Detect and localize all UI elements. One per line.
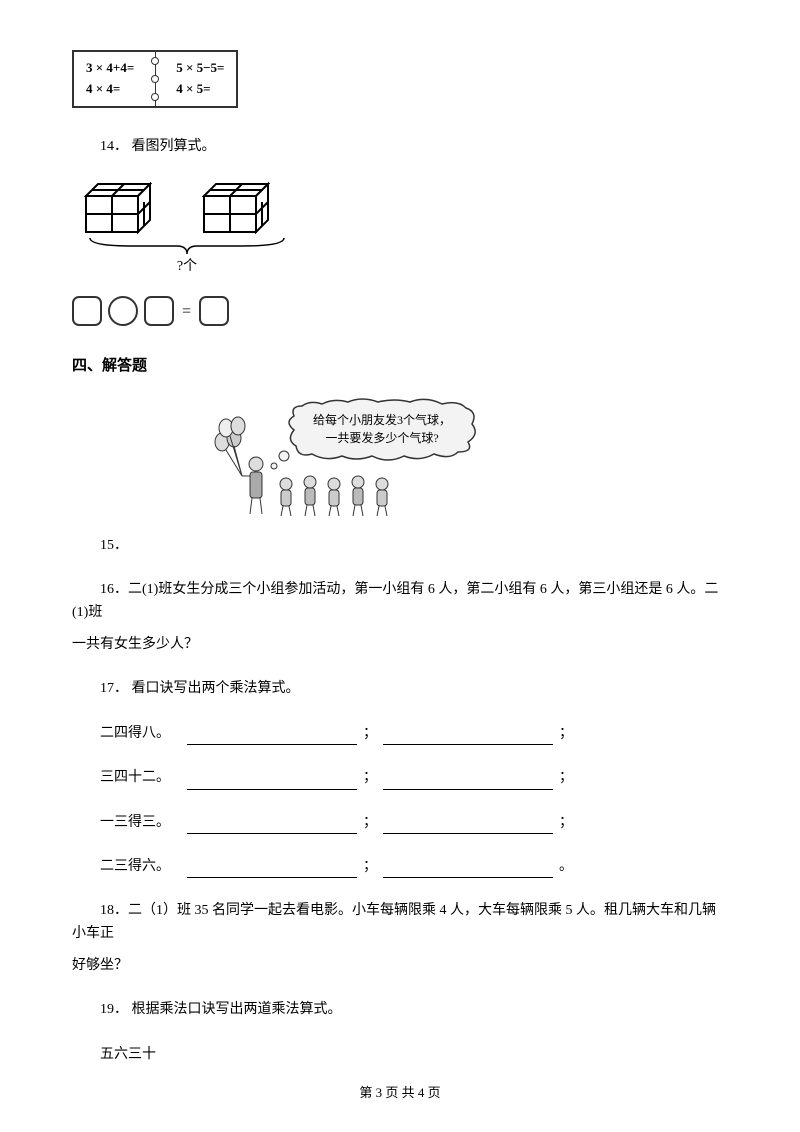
answer-blank[interactable] [383,729,553,745]
q17-row: 三四十二。 ； ； [72,767,728,789]
question-number: 18． [100,903,128,918]
answer-blank[interactable] [383,862,553,878]
equation-compare-box: 3 × 4+4= 4 × 4= 5 × 5−5= 4 × 5= [72,50,238,108]
q17-row: 一三得三。 ； ； [72,812,728,834]
blank-square[interactable] [199,296,229,326]
cube-left [84,180,152,236]
q17-row: 二三得六。 ； 。 [72,856,728,878]
question-text: 二(1)班女生分成三个小组参加活动，第一小组有 6 人，第二小组有 6 人，第三… [72,582,718,619]
section-heading: 四、解答题 [72,354,728,378]
separator: ； [559,767,579,789]
q17-label: 一三得三。 [72,812,187,834]
question-14: 14． 看图列算式。 [72,136,728,158]
q17-row: 二四得八。 ； ； [72,723,728,745]
cube-right [202,180,270,236]
equation-cell: 3 × 4+4= [86,58,134,79]
answer-blank[interactable] [383,818,553,834]
separator: ； [363,723,383,745]
cartoon-figure: 给每个小朋友发3个气球， 一共要发多少个气球? [202,398,728,526]
question-text: 看口诀写出两个乘法算式。 [132,681,300,696]
question-17-rows: 二四得八。 ； ； 三四十二。 ； ； 一三得三。 ； ； 二三得六。 ； 。 [72,723,728,879]
page-footer: 第 3 页 共 4 页 [0,1083,800,1104]
q17-label: 三四十二。 [72,767,187,789]
brace-row [72,236,302,258]
question-15: 15． [72,535,728,557]
equals-sign: = [180,299,193,325]
question-text: 根据乘法口诀写出两道乘法算式。 [132,1002,342,1017]
blank-square[interactable] [144,296,174,326]
question-number: 14． [100,139,128,154]
question-16: 16．二(1)班女生分成三个小组参加活动，第一小组有 6 人，第二小组有 6 人… [72,579,728,656]
question-19-sub: 五六三十 [72,1044,728,1066]
brace-label: ?个 [72,256,302,278]
question-text-cont: 好够坐？ [72,955,728,977]
equation-cell: 4 × 4= [86,79,134,100]
blank-circle[interactable] [108,296,138,326]
equation-left-col: 3 × 4+4= 4 × 4= [74,52,146,106]
separator: ； [363,812,383,834]
question-17-head: 17． 看口诀写出两个乘法算式。 [72,678,728,700]
answer-blank[interactable] [187,774,357,790]
equation-cell: 5 × 5−5= [176,58,224,79]
question-text: 二（1）班 35 名同学一起去看电影。小车每辆限乘 4 人，大车每辆限乘 5 人… [72,903,716,940]
question-number: 16． [100,582,128,597]
separator: ； [363,767,383,789]
question-18: 18．二（1）班 35 名同学一起去看电影。小车每辆限乘 4 人，大车每辆限乘 … [72,900,728,977]
question-text-cont: 一共有女生多少人？ [72,634,728,656]
answer-blank[interactable] [187,862,357,878]
question-number: 17． [100,681,128,696]
answer-blank[interactable] [383,774,553,790]
cubes-row [72,180,302,236]
question-number: 15． [100,538,128,553]
adult-figure [215,417,263,514]
bubble-text-2: 一共要发多少个气球? [325,430,438,445]
separator: 。 [559,856,579,878]
equation-cell: 4 × 5= [176,79,224,100]
separator: ； [559,723,579,745]
curly-brace-icon [82,236,292,258]
blank-square[interactable] [72,296,102,326]
divider-circle [151,93,159,101]
question-text: 看图列算式。 [132,139,216,154]
question-number: 19． [100,1002,128,1017]
answer-blank[interactable] [187,729,357,745]
separator: ； [559,812,579,834]
blank-equation-row: = [72,296,728,326]
children-group [280,476,388,516]
separator: ； [363,856,383,878]
speech-bubble: 给每个小朋友发3个气球， 一共要发多少个气球? [271,399,475,469]
equation-right-col: 5 × 5−5= 4 × 5= [164,52,236,106]
cubes-figure: ?个 [72,180,302,278]
bubble-text-1: 给每个小朋友发3个气球， [313,412,451,427]
divider-circle [151,57,159,65]
divider-circle [151,75,159,83]
equation-divider [146,52,164,106]
question-19-head: 19． 根据乘法口诀写出两道乘法算式。 [72,999,728,1021]
q17-label: 二三得六。 [72,856,187,878]
q17-label: 二四得八。 [72,723,187,745]
answer-blank[interactable] [187,818,357,834]
